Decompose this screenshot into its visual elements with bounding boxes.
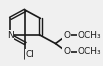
- Text: N: N: [7, 31, 14, 40]
- Text: OCH₃: OCH₃: [78, 47, 101, 56]
- Text: Cl: Cl: [25, 50, 34, 59]
- Text: O: O: [63, 31, 70, 40]
- Text: OCH₃: OCH₃: [78, 31, 101, 40]
- Text: O: O: [63, 47, 70, 56]
